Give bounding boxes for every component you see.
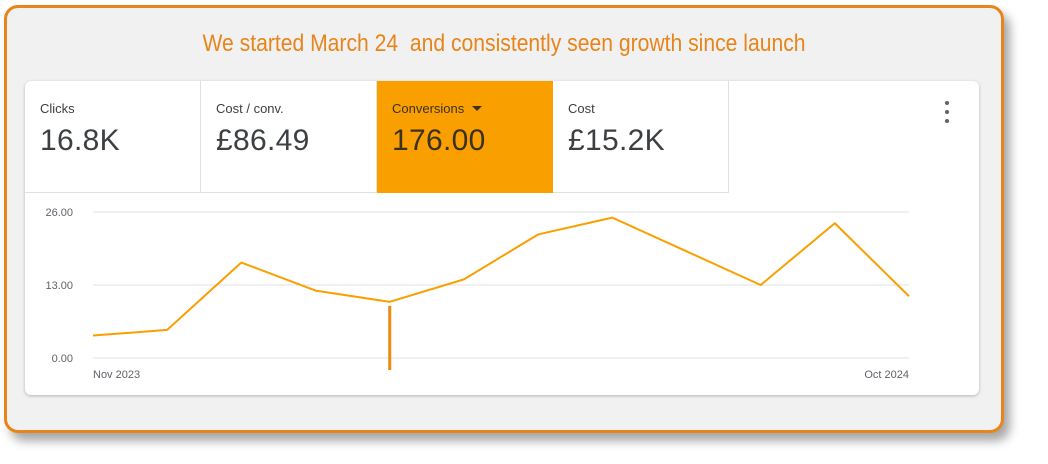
metric-value-clicks: 16.8K [40,124,120,157]
y-tick-label: 13.00 [45,280,73,292]
metric-label-conversions: Conversions [392,101,465,116]
metric-value-conversions: 176.00 [392,124,486,157]
metric-label-cost: Cost [568,101,595,116]
metric-tiles: Clicks 16.8K Cost / conv. £86.49 Convers… [25,81,729,193]
metric-label-cost-per-conv: Cost / conv. [216,101,284,116]
y-tick-label: 26.00 [45,207,73,219]
metric-tile-cost[interactable]: Cost £15.2K [553,81,729,193]
metric-tile-conversions[interactable]: Conversions 176.00 [377,81,553,193]
y-tick-label: 0.00 [52,353,73,365]
caret-down-icon[interactable] [472,106,483,111]
series-line [92,216,910,337]
x-tick-label: Nov 2023 [93,369,140,381]
metric-tile-clicks[interactable]: Clicks 16.8K [25,81,201,193]
metric-tile-cost-per-conv[interactable]: Cost / conv. £86.49 [201,81,377,193]
conversions-line-chart: 0.00 13.00 26.00 Nov 2023 Oct 2024 [45,207,910,381]
highlight-frame: We started March 24 and consistently see… [4,5,1004,433]
more-vert-icon[interactable] [939,101,955,123]
headline: We started March 24 and consistently see… [202,30,806,57]
performance-card: Clicks 16.8K Cost / conv. £86.49 Convers… [25,81,979,395]
metric-dropdown-conversions[interactable]: Conversions [392,101,552,116]
metric-value-cost: £15.2K [568,124,665,157]
metric-value-cost-per-conv: £86.49 [216,124,310,157]
metric-label-clicks: Clicks [40,101,75,116]
x-tick-label: Oct 2024 [864,369,909,381]
